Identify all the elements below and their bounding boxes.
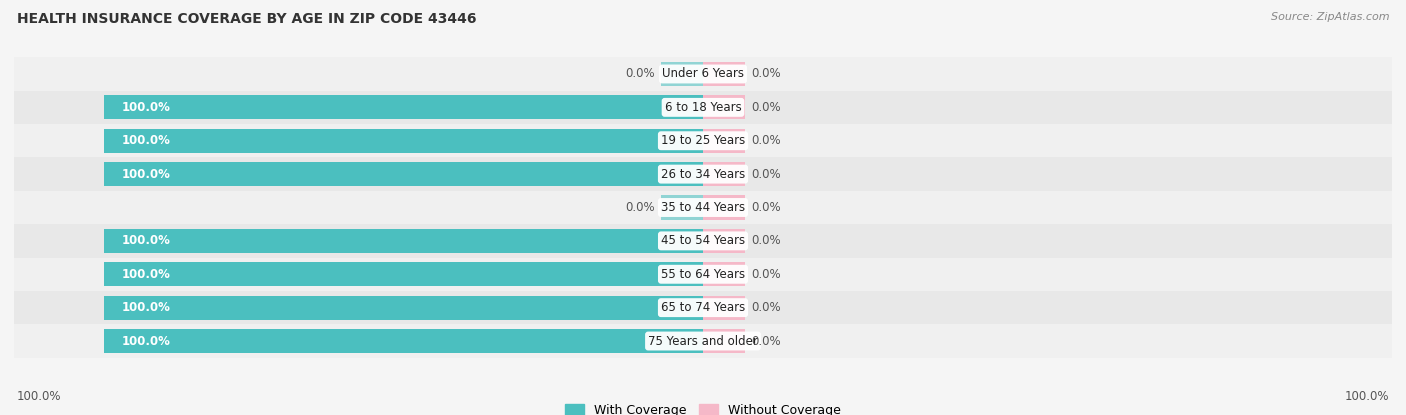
Text: 0.0%: 0.0% (751, 234, 780, 247)
Text: 6 to 18 Years: 6 to 18 Years (665, 101, 741, 114)
Text: 100.0%: 100.0% (17, 390, 62, 403)
Bar (104, 295, 703, 320)
Bar (703, 295, 745, 320)
Bar (104, 129, 703, 153)
Text: 100.0%: 100.0% (122, 334, 170, 347)
Text: 0.0%: 0.0% (751, 168, 780, 181)
Bar (104, 229, 703, 253)
Bar (14, 224, 1392, 258)
Text: 100.0%: 100.0% (1344, 390, 1389, 403)
Text: 35 to 44 Years: 35 to 44 Years (661, 201, 745, 214)
Bar (14, 325, 1392, 358)
Bar (14, 191, 1392, 224)
Bar (14, 291, 1392, 325)
Bar (14, 90, 1392, 124)
Text: 0.0%: 0.0% (751, 268, 780, 281)
Text: 26 to 34 Years: 26 to 34 Years (661, 168, 745, 181)
Text: 0.0%: 0.0% (626, 201, 655, 214)
Text: 45 to 54 Years: 45 to 54 Years (661, 234, 745, 247)
Text: 100.0%: 100.0% (122, 234, 170, 247)
Bar (703, 129, 745, 153)
Bar (14, 57, 1392, 90)
Bar (661, 195, 703, 220)
Text: 55 to 64 Years: 55 to 64 Years (661, 268, 745, 281)
Text: 0.0%: 0.0% (751, 201, 780, 214)
Bar (703, 195, 745, 220)
Bar (703, 62, 745, 86)
Text: 0.0%: 0.0% (626, 68, 655, 81)
Text: 100.0%: 100.0% (122, 301, 170, 314)
Text: HEALTH INSURANCE COVERAGE BY AGE IN ZIP CODE 43446: HEALTH INSURANCE COVERAGE BY AGE IN ZIP … (17, 12, 477, 27)
Text: 0.0%: 0.0% (751, 301, 780, 314)
Bar (661, 62, 703, 86)
Bar (104, 329, 703, 353)
Text: 19 to 25 Years: 19 to 25 Years (661, 134, 745, 147)
Bar (14, 157, 1392, 191)
Bar (104, 162, 703, 186)
Bar (14, 258, 1392, 291)
Bar (703, 329, 745, 353)
Text: 100.0%: 100.0% (122, 168, 170, 181)
Text: 0.0%: 0.0% (751, 101, 780, 114)
Text: Under 6 Years: Under 6 Years (662, 68, 744, 81)
Text: Source: ZipAtlas.com: Source: ZipAtlas.com (1271, 12, 1389, 22)
Bar (703, 262, 745, 286)
Bar (703, 162, 745, 186)
Text: 0.0%: 0.0% (751, 334, 780, 347)
Text: 65 to 74 Years: 65 to 74 Years (661, 301, 745, 314)
Text: 75 Years and older: 75 Years and older (648, 334, 758, 347)
Bar (703, 229, 745, 253)
Text: 100.0%: 100.0% (122, 101, 170, 114)
Bar (104, 95, 703, 120)
Text: 0.0%: 0.0% (751, 68, 780, 81)
Legend: With Coverage, Without Coverage: With Coverage, Without Coverage (561, 399, 845, 415)
Bar (703, 95, 745, 120)
Bar (104, 262, 703, 286)
Bar (14, 124, 1392, 157)
Text: 0.0%: 0.0% (751, 134, 780, 147)
Text: 100.0%: 100.0% (122, 268, 170, 281)
Text: 100.0%: 100.0% (122, 134, 170, 147)
